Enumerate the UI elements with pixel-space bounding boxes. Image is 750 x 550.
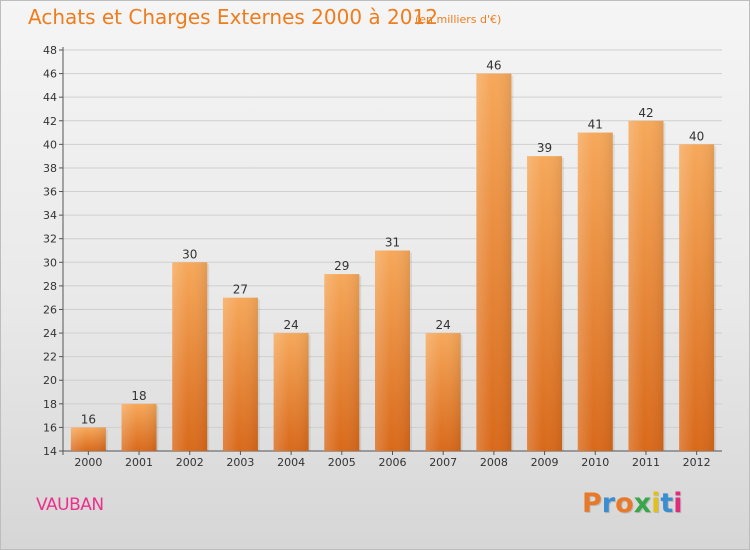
x-tick-label: 2004 <box>277 456 305 469</box>
x-tick-label: 2006 <box>379 456 407 469</box>
data-label: 31 <box>385 236 400 250</box>
x-tick-label: 2009 <box>531 456 559 469</box>
y-tick-label: 20 <box>43 374 57 387</box>
bar-shine <box>425 333 461 451</box>
x-tick-label: 2011 <box>632 456 660 469</box>
x-tick-label: 2012 <box>683 456 711 469</box>
labels: 16 2000 18 2001 30 2002 27 2003 24 2004 29 2005 31 20… <box>74 59 710 469</box>
bar-shine <box>70 427 106 451</box>
bar-shine <box>222 297 258 451</box>
data-label: 27 <box>233 283 248 297</box>
data-label: 42 <box>638 106 653 120</box>
x-tick-label: 2003 <box>226 456 254 469</box>
y-tick-label: 34 <box>43 209 57 222</box>
data-label: 24 <box>436 318 451 332</box>
bar-shine <box>476 73 512 452</box>
data-label: 46 <box>486 59 501 73</box>
data-label: 29 <box>334 259 349 273</box>
y-tick-label: 24 <box>43 327 57 340</box>
y-tick-label: 16 <box>43 421 57 434</box>
y-tick-label: 48 <box>43 44 57 57</box>
bars <box>70 73 717 452</box>
y-tick-label: 44 <box>43 91 57 104</box>
place-name: VAUBAN <box>36 495 104 515</box>
bar-shine <box>121 403 157 451</box>
logo-letter: o <box>615 488 634 519</box>
data-label: 24 <box>283 318 298 332</box>
logo-letter: r <box>601 488 616 519</box>
y-tick-label: 26 <box>43 303 57 316</box>
y-tick-label: 22 <box>43 351 57 364</box>
data-label: 16 <box>81 412 96 426</box>
y-tick-label: 14 <box>43 445 57 458</box>
y-tick-label: 28 <box>43 280 57 293</box>
x-tick-label: 2001 <box>125 456 153 469</box>
y-tick-label: 36 <box>43 186 57 199</box>
bar-shine <box>172 262 208 451</box>
logo-letter: t <box>660 488 674 519</box>
x-tick-label: 2002 <box>176 456 204 469</box>
y-tick-label: 30 <box>43 256 57 269</box>
y-tick-label: 32 <box>43 233 57 246</box>
y-tick-label: 42 <box>43 115 57 128</box>
logo-letter: P <box>582 488 602 519</box>
data-label: 41 <box>588 118 603 132</box>
bar-shine <box>679 144 715 451</box>
y-tick-label: 18 <box>43 398 57 411</box>
y-tick-label: 40 <box>43 138 57 151</box>
chart-subtitle: (en milliers d'€) <box>415 13 502 26</box>
x-tick-label: 2007 <box>429 456 457 469</box>
bar-shine <box>375 250 410 451</box>
proxiti-logo[interactable]: Proxiti <box>582 488 683 519</box>
y-tick-label: 38 <box>43 162 57 175</box>
data-label: 30 <box>182 247 197 261</box>
y-tick-label: 46 <box>43 68 57 81</box>
data-label: 18 <box>131 389 146 403</box>
bar-shine <box>628 120 664 451</box>
bar-shine <box>273 333 309 451</box>
x-tick-label: 2000 <box>74 456 102 469</box>
chart-title: Achats et Charges Externes 2000 à 2012 <box>28 5 438 29</box>
data-label: 40 <box>689 129 704 143</box>
logo-letter: i <box>651 488 661 519</box>
bar-shine <box>527 156 563 451</box>
bar-shine <box>324 274 360 451</box>
logo-letter: x <box>633 488 652 519</box>
x-tick-label: 2008 <box>480 456 508 469</box>
bar-shine <box>577 132 613 451</box>
x-tick-label: 2010 <box>581 456 609 469</box>
data-label: 39 <box>537 141 552 155</box>
logo-letter: i <box>673 488 683 519</box>
x-tick-label: 2005 <box>328 456 356 469</box>
